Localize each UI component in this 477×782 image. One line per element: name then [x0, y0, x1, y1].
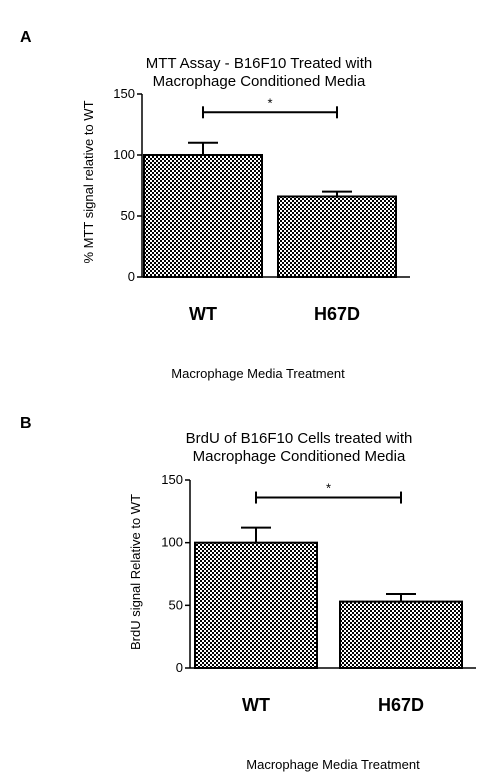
y-tick-label: 100	[113, 147, 135, 162]
y-tick-label: 0	[128, 269, 135, 284]
significance-label: *	[267, 95, 272, 110]
chart-title-line1: MTT Assay - B16F10 Treated with	[146, 55, 372, 72]
bar	[277, 195, 397, 278]
y-tick-label: 100	[161, 535, 183, 550]
category-label: WT	[242, 695, 270, 715]
panel-letter: A	[20, 29, 32, 46]
plot-area: 0 50 100 150 WT H67D *	[161, 472, 476, 715]
plot-area: 0 50 100 150 WT H67D *	[113, 86, 410, 324]
y-axis-label: % MTT signal relative to WT	[81, 100, 96, 263]
category-label: WT	[189, 304, 217, 324]
bar	[143, 154, 263, 278]
y-tick-label: 0	[176, 660, 183, 675]
chart-title-line2: Macrophage Conditioned Media	[153, 73, 366, 90]
panel-letter: B	[20, 415, 32, 432]
y-tick-label: 50	[169, 597, 183, 612]
y-tick-label: 50	[121, 208, 135, 223]
significance-label: *	[326, 481, 331, 496]
bar	[339, 600, 463, 669]
panel-b: B BrdU of B16F10 Cells treated with Macr…	[20, 415, 476, 772]
category-label: H67D	[378, 695, 424, 715]
chart-title-line2: Macrophage Conditioned Media	[193, 448, 406, 465]
chart-title-line1: BrdU of B16F10 Cells treated with	[186, 430, 413, 447]
x-axis-label: Macrophage Media Treatment	[171, 366, 345, 381]
bar	[194, 541, 318, 670]
panel-a: A MTT Assay - B16F10 Treated with Macrop…	[20, 29, 410, 381]
y-axis-label: BrdU signal Relative to WT	[128, 494, 143, 650]
y-tick-label: 150	[113, 86, 135, 101]
x-axis-label: Macrophage Media Treatment	[246, 757, 420, 772]
category-label: H67D	[314, 304, 360, 324]
y-tick-label: 150	[161, 472, 183, 487]
